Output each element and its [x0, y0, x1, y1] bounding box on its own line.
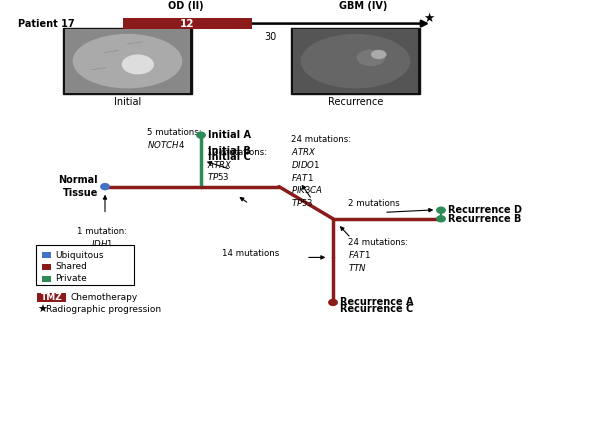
- FancyBboxPatch shape: [36, 245, 134, 285]
- Text: 1 mutation:
$IDH1$: 1 mutation: $IDH1$: [77, 227, 127, 249]
- Text: Initial: Initial: [114, 97, 142, 107]
- Text: Radiographic progression: Radiographic progression: [46, 305, 161, 314]
- Ellipse shape: [301, 34, 410, 88]
- Text: Recurrence D: Recurrence D: [448, 205, 522, 215]
- Ellipse shape: [73, 34, 182, 88]
- Ellipse shape: [371, 50, 386, 59]
- Text: 24 mutations:
$FAT1$
$TTN$: 24 mutations: $FAT1$ $TTN$: [348, 238, 408, 273]
- Text: Recurrence: Recurrence: [328, 97, 383, 107]
- Circle shape: [437, 207, 445, 213]
- Text: Initial B: Initial B: [208, 146, 251, 156]
- Ellipse shape: [122, 54, 154, 75]
- Text: 2 mutations: 2 mutations: [348, 199, 400, 208]
- Circle shape: [329, 299, 337, 305]
- Text: Initial C: Initial C: [208, 152, 251, 162]
- Text: OD (II): OD (II): [168, 1, 204, 11]
- Text: Private: Private: [55, 275, 87, 283]
- Text: 30: 30: [264, 32, 276, 42]
- Text: 12: 12: [180, 19, 195, 29]
- Text: Patient 17: Patient 17: [19, 18, 75, 29]
- Circle shape: [197, 132, 205, 138]
- Bar: [123, 18, 252, 29]
- Text: Recurrence A: Recurrence A: [340, 297, 414, 308]
- Text: TMZ: TMZ: [41, 293, 62, 302]
- Bar: [42, 276, 51, 282]
- Bar: [293, 29, 418, 93]
- Text: Recurrence B: Recurrence B: [448, 214, 521, 224]
- Text: Chemotherapy: Chemotherapy: [70, 293, 137, 302]
- Text: Shared: Shared: [55, 263, 87, 271]
- Text: Recurrence C: Recurrence C: [340, 304, 413, 314]
- Ellipse shape: [357, 49, 385, 66]
- Text: 5 mutations:
$NOTCH4$: 5 mutations: $NOTCH4$: [147, 128, 202, 150]
- Text: 24 mutations:
$ATRX$
$DIDO1$
$FAT1$
$PIK3CA$
$TP53$: 24 mutations: $ATRX$ $DIDO1$ $FAT1$ $PIK…: [291, 135, 351, 208]
- Bar: [63, 28, 192, 94]
- Bar: [42, 252, 51, 258]
- Circle shape: [101, 184, 109, 190]
- Text: 14 mutations: 14 mutations: [222, 250, 279, 258]
- Text: Initial A: Initial A: [208, 130, 251, 140]
- Bar: [65, 29, 190, 93]
- Text: Ubiquitous: Ubiquitous: [55, 251, 104, 260]
- Text: ★: ★: [424, 12, 434, 24]
- Text: ★: ★: [37, 305, 47, 315]
- Circle shape: [437, 216, 445, 222]
- Text: GBM (IV): GBM (IV): [339, 1, 387, 11]
- Text: 12 mutations:
$ATRX$
$TP53$: 12 mutations: $ATRX$ $TP53$: [207, 148, 267, 182]
- Bar: [42, 264, 51, 270]
- Text: Normal
Tissue: Normal Tissue: [58, 175, 98, 198]
- Bar: [37, 293, 66, 302]
- Bar: [291, 28, 420, 94]
